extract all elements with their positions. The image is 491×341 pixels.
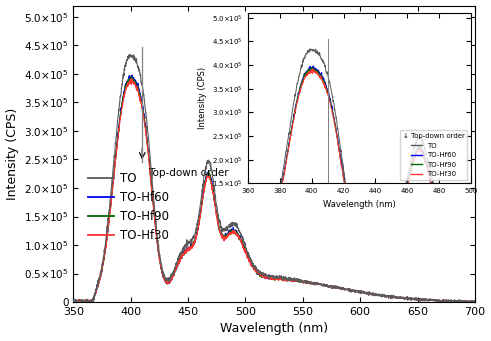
Text: Top-down order: Top-down order [148, 168, 229, 178]
Y-axis label: Intensity (CPS): Intensity (CPS) [5, 108, 19, 200]
Legend: TO, TO-Hf60, TO-Hf90, TO-Hf30: TO, TO-Hf60, TO-Hf90, TO-Hf30 [83, 167, 174, 247]
X-axis label: Wavelength (nm): Wavelength (nm) [220, 323, 328, 336]
